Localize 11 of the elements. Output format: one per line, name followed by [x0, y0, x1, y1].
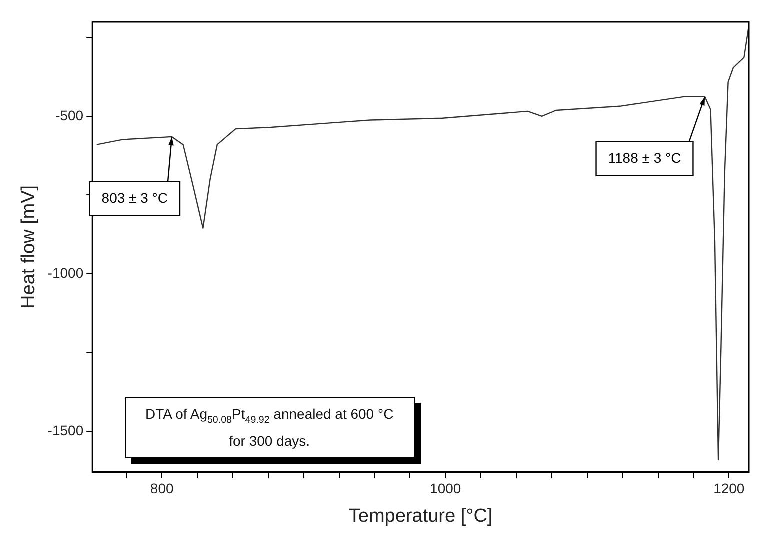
- y-tick-label: -1500: [48, 422, 84, 438]
- annotation: 1188 ± 3 °C: [608, 150, 682, 166]
- x-tick-label: 1200: [714, 480, 745, 497]
- y-tick-label: -500: [56, 107, 84, 124]
- annotation: DTA of Ag$_{50.08}$Pt$_{49.92}$ annealed at 600 °C for 300 days.: [124, 397, 415, 458]
- x-tick-label: 1000: [430, 480, 462, 497]
- y-tick-label: -1000: [48, 264, 84, 281]
- y-axis-title: Heat flow [mV]: [18, 185, 40, 309]
- annotation: 803 ± 3 °C: [102, 190, 168, 206]
- x-tick-label: 800: [150, 480, 174, 497]
- x-axis-title: Temperature [°C]: [348, 506, 493, 527]
